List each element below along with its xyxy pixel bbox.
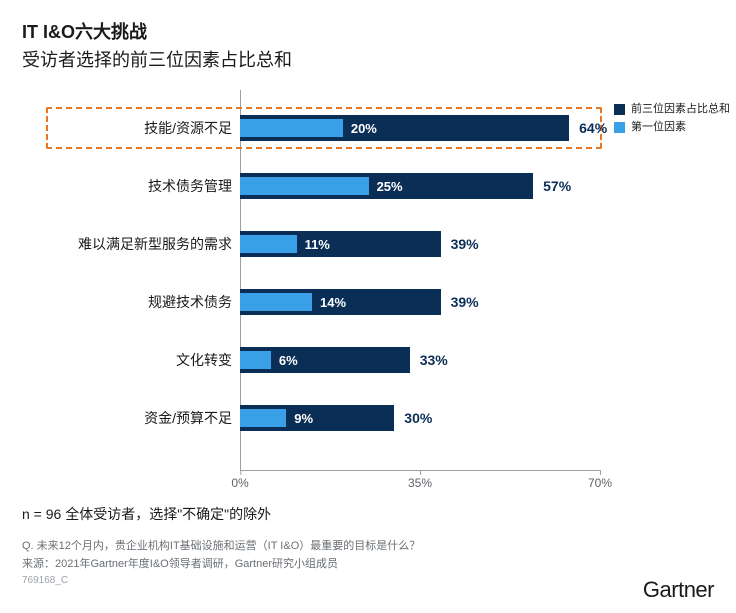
row-label: 资金/预算不足 (22, 408, 232, 428)
row-label: 难以满足新型服务的需求 (22, 234, 232, 254)
bar-first (240, 235, 297, 253)
source-line: 来源：2021年Gartner年度I&O领导者调研，Gartner研究小组成员 (22, 556, 714, 574)
value-first: 20% (343, 119, 377, 137)
value-first: 11% (297, 235, 330, 253)
row-label: 技术债务管理 (22, 176, 232, 196)
x-tick: 0% (231, 470, 248, 490)
value-total: 39% (441, 289, 479, 315)
brand-logo: Gartner (643, 577, 714, 603)
bar-first (240, 409, 286, 427)
value-first: 9% (286, 409, 313, 427)
value-total: 57% (533, 173, 571, 199)
x-tick: 70% (588, 470, 612, 490)
x-tick: 35% (408, 470, 432, 490)
value-total: 39% (441, 231, 479, 257)
value-first: 6% (271, 351, 298, 369)
bar-first (240, 119, 343, 137)
bar-first (240, 293, 312, 311)
chart-row: 难以满足新型服务的需求 39% 11% (22, 222, 714, 266)
source-ref: 769168_C (22, 575, 714, 586)
chart-row: 技能/资源不足 64% 20% (22, 106, 714, 150)
row-label: 文化转变 (22, 350, 232, 370)
chart: 0%35%70% 前三位因素占比总和 第一位因素 技能/资源不足64%20%技术… (22, 90, 714, 500)
value-first: 25% (369, 177, 403, 195)
value-total: 33% (410, 347, 448, 373)
value-total: 30% (394, 405, 432, 431)
row-label: 规避技术债务 (22, 292, 232, 312)
chart-row: 文化转变 33% 6% (22, 338, 714, 382)
value-total: 64% (569, 115, 607, 141)
title-line1: IT I&O六大挑战 (22, 18, 714, 44)
chart-row: 资金/预算不足 30% 9% (22, 396, 714, 440)
chart-row: 技术债务管理 57% 25% (22, 164, 714, 208)
source-question: Q. 未来12个月内，贵企业机构IT基础设施和运营（IT I&O）最重要的目标是… (22, 538, 714, 556)
bar-first (240, 351, 271, 369)
footnote: n = 96 全体受访者，选择"不确定"的除外 (22, 504, 714, 524)
title-line2: 受访者选择的前三位因素占比总和 (22, 46, 714, 72)
chart-row: 规避技术债务 39% 14% (22, 280, 714, 324)
bar-first (240, 177, 369, 195)
row-label: 技能/资源不足 (22, 118, 232, 138)
value-first: 14% (312, 293, 346, 311)
